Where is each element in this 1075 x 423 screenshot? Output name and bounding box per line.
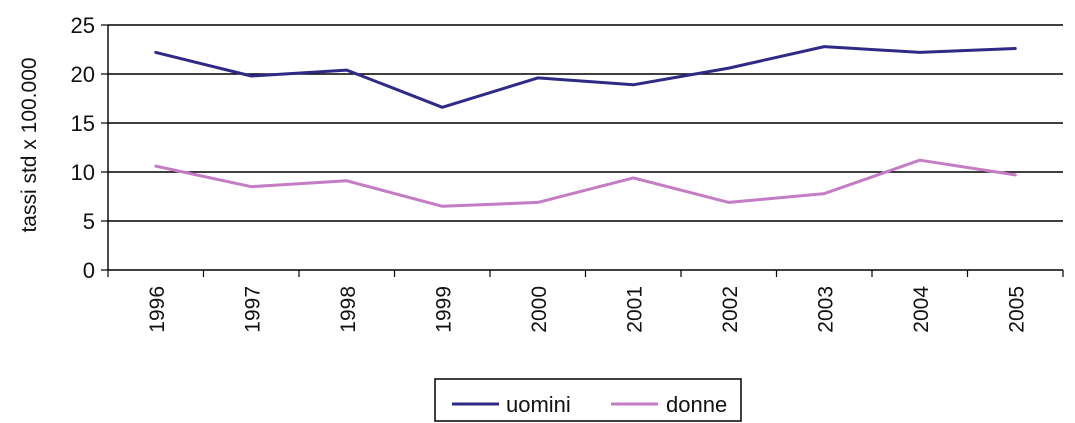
x-tick-label: 2002 [719, 286, 742, 333]
series-line-donne [154, 158, 1017, 208]
x-tick-label: 2003 [814, 286, 837, 333]
legend: uomini donne [434, 378, 742, 422]
y-tick-labels: 0 5 10 15 20 25 [71, 13, 95, 283]
y-tick-label: 5 [83, 209, 95, 234]
series-lines [154, 45, 1017, 208]
y-tick-label: 0 [83, 258, 95, 283]
x-tick-label: 1998 [337, 286, 360, 333]
legend-box [434, 378, 742, 422]
series-line-uomini [154, 45, 1017, 109]
y-tick-label: 15 [71, 111, 95, 136]
x-tick-label: 1997 [241, 286, 264, 333]
y-tick-label: 10 [71, 160, 95, 185]
x-tick-label: 1999 [432, 286, 455, 333]
x-tick-label: 2005 [1005, 286, 1028, 333]
x-tick-label: 2000 [528, 286, 551, 333]
legend-label-donne: donne [666, 392, 727, 417]
y-axis-label: tassi std x 100.000 [18, 57, 41, 232]
x-tick-label: 2001 [623, 286, 646, 333]
x-tick-label: 2004 [910, 286, 933, 333]
x-tick-labels: 1996 1997 1998 1999 2000 2001 2002 2003 2004 2005 [146, 286, 1029, 333]
axes [101, 24, 1064, 277]
x-tick-label: 1996 [146, 286, 169, 333]
y-tick-label: 20 [71, 62, 95, 87]
y-tick-label: 25 [71, 13, 95, 38]
legend-label-uomini: uomini [506, 392, 571, 417]
